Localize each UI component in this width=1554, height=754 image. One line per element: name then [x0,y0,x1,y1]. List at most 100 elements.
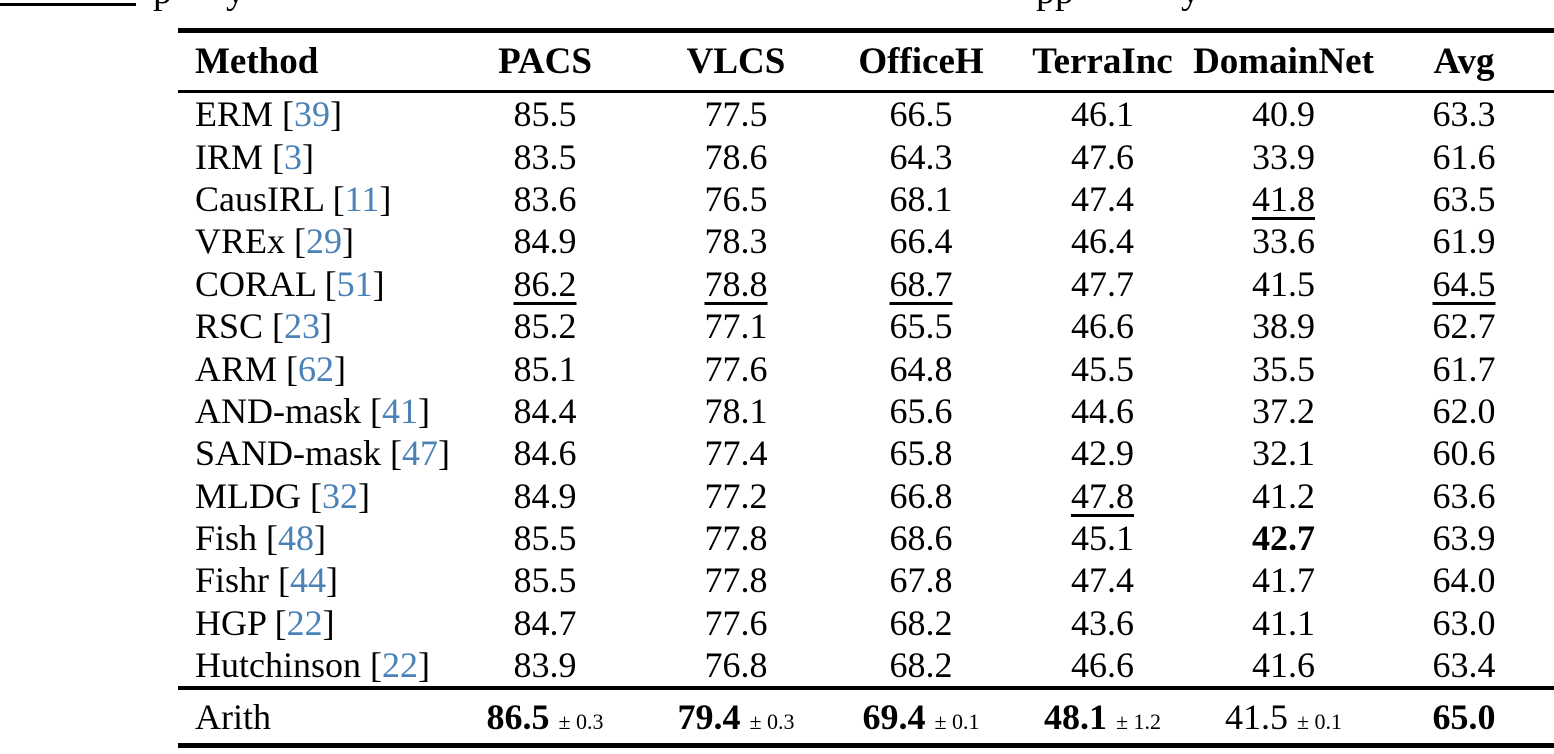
score-value: 68.1 [889,178,953,219]
score-value: 63.9 [1432,518,1496,559]
score-value: 41.7 [1252,560,1315,601]
score-value: 41.5 [1252,263,1315,304]
score-value: 65.8 [889,433,953,474]
table-row: SAND-mask [47] 84.6 77.4 65.8 42.9 32.1 60.6 [178,432,1554,474]
score-value: 78.3 [704,221,768,262]
score-cell: 65.5 [830,308,1012,344]
score-cell: 68.2 [830,605,1012,641]
score-cell: 61.7 [1374,351,1554,387]
citation-bracket: ] [314,518,327,559]
score-stddev: ± 0.1 [1296,708,1343,734]
score-cell: 85.5 [448,562,642,598]
citation-link[interactable]: 22 [381,645,418,686]
score-value: 68.7 [889,263,953,304]
score-value: 77.6 [704,602,768,643]
score-cell: 77.1 [642,308,830,344]
citation-link[interactable]: 32 [321,475,358,516]
score-cell: 33.6 [1193,223,1374,259]
score-cell: 46.6 [1012,647,1193,683]
method-cell: MLDG [32] [178,478,448,514]
citation-link[interactable]: 44 [290,560,327,601]
score-value: 83.6 [513,178,577,219]
citation-link[interactable]: 62 [298,348,335,389]
citation-link[interactable]: 41 [381,390,418,431]
score-value: 64.5 [1432,263,1496,304]
citation-bracket: ] [417,645,430,686]
score-value: 64.0 [1432,560,1496,601]
table-row: Fishr [44] 85.5 77.8 67.8 47.4 41.7 64.0 [178,559,1554,601]
score-value: 63.6 [1432,475,1496,516]
score-value: 84.7 [513,602,577,643]
citation-link[interactable]: 39 [294,94,330,135]
method-label: RSC [ [195,306,285,347]
score-cell: 66.8 [830,478,1012,514]
method-cell: Fish [48] [178,520,448,556]
score-stddev: ± 0.3 [749,708,795,734]
score-value: 86.5 [486,696,550,737]
citation-bracket: ] [372,263,385,304]
table-row: CausIRL [11] 83.6 76.5 68.1 47.4 41.8 63.5 [178,178,1554,220]
score-cell: 63.6 [1374,478,1554,514]
citation-link[interactable]: 22 [286,602,323,643]
score-cell: 83.5 [448,139,642,175]
score-value: 85.5 [513,560,577,601]
score-cell: 84.4 [448,393,642,429]
score-value: 61.7 [1432,348,1496,389]
score-cell: 78.1 [642,393,830,429]
score-cell: 61.9 [1374,223,1554,259]
score-value: 77.5 [704,94,768,135]
score-stddev: ± 1.2 [1115,708,1162,734]
score-cell: 41.5 [1193,266,1374,302]
score-cell: 60.6 [1374,435,1554,471]
score-value: 84.9 [513,221,577,262]
score-value: 68.2 [889,602,953,643]
score-value: 46.6 [1071,645,1134,686]
score-value: 47.8 [1071,475,1134,516]
method-label: AND-mask [ [195,390,382,431]
score-cell: 40.9 [1193,96,1374,132]
score-cell: 63.4 [1374,647,1554,683]
score-value: 64.8 [889,348,953,389]
method-label: ARM [ [195,348,299,389]
score-value: 84.4 [513,390,577,431]
citation-link[interactable]: 51 [336,263,373,304]
score-value: 45.1 [1071,518,1134,559]
score-value: 77.6 [704,348,768,389]
table-header-row: Method PACS VLCS OfficeH TerraInc DomainNet Av… [178,33,1554,90]
score-value: 78.6 [704,136,768,177]
score-value: 78.8 [704,263,768,304]
score-cell: 61.6 [1374,139,1554,175]
score-cell: 46.6 [1012,308,1193,344]
citation-link[interactable]: 48 [278,518,315,559]
citation-link[interactable]: 23 [284,306,321,347]
method-cell: SAND-mask [47] [178,433,450,474]
score-cell: 77.6 [642,605,830,641]
score-cell: 63.9 [1374,520,1554,556]
method-cell: IRM [3] [178,139,448,175]
citation-link[interactable]: 29 [306,221,342,262]
score-value: 83.5 [513,136,577,177]
score-cell: 47.7 [1012,266,1193,302]
citation-link[interactable]: 47 [401,433,438,474]
score-cell: 64.0 [1374,562,1554,598]
score-cell: 46.1 [1012,96,1193,132]
table-summary-row: Arith 86.5 ± 0.3 79.4 ± 0.3 69.4 ± 0.1 48.1 ± 1.… [178,690,1554,743]
score-cell: 66.5 [830,96,1012,132]
citation-link[interactable]: 11 [344,178,380,219]
caption-underline-fragment [0,3,136,6]
score-cell: 41.5 ± 0.1 [1193,699,1374,735]
score-cell: 64.5 [1374,266,1554,302]
citation-link[interactable]: 3 [284,136,302,177]
caption-text-fragment: y [1181,0,1200,13]
score-cell: 42.9 [1012,435,1193,471]
table-row: HGP [22] 84.7 77.6 68.2 43.6 41.1 63.0 [178,602,1554,644]
score-value: 46.4 [1071,221,1134,262]
method-label: MLDG [ [195,475,322,516]
score-value: 64.3 [889,136,953,177]
score-cell: 44.6 [1012,393,1193,429]
score-value: 33.6 [1252,221,1315,262]
score-cell: 78.3 [642,223,830,259]
score-cell: 78.6 [642,139,830,175]
method-label: SAND-mask [ [195,433,402,474]
score-cell: 65.0 [1374,699,1554,735]
